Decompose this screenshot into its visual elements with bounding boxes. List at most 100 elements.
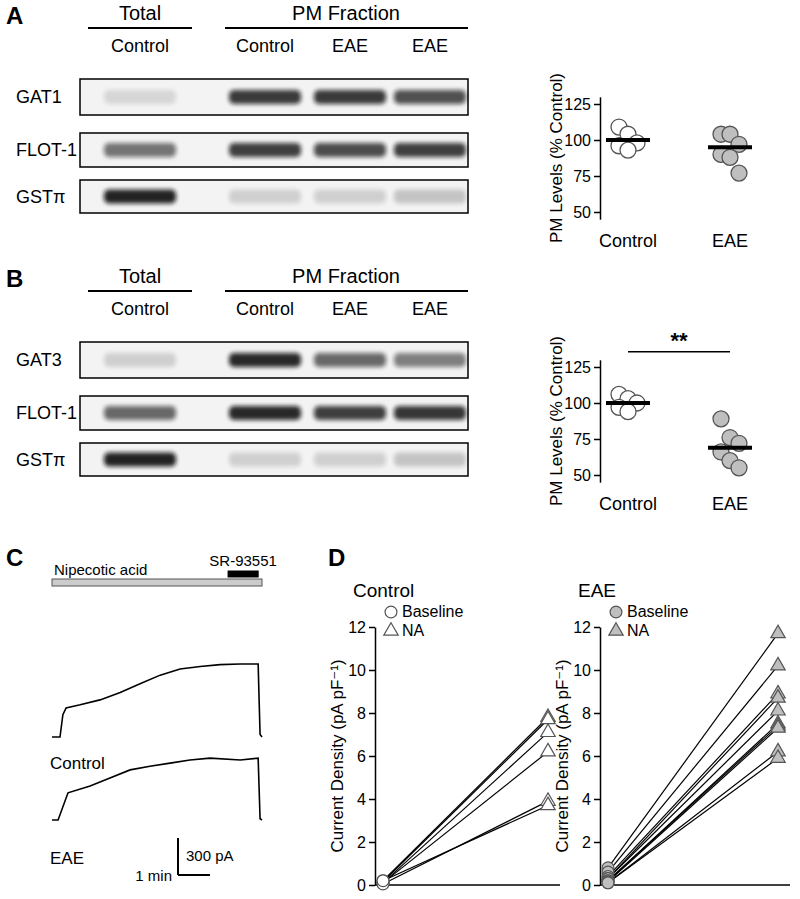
blot-band — [104, 453, 176, 467]
y-tick: 50 — [573, 467, 600, 484]
pair-line — [608, 666, 778, 872]
y-tick-label: 4 — [582, 791, 591, 808]
legend-label: Baseline — [402, 603, 463, 620]
y-tick-label: 125 — [564, 359, 591, 376]
y-tick-label: 2 — [582, 834, 591, 851]
legend-label: NA — [402, 622, 425, 639]
blot-band — [104, 143, 176, 157]
x-axis-line — [600, 884, 790, 886]
y-tick-label: 12 — [348, 619, 366, 636]
lane-label: Control — [111, 299, 169, 319]
trace-group — [52, 758, 262, 820]
y-tick-mark — [369, 670, 375, 672]
mean-bar — [606, 401, 650, 405]
x-tick-label: Control — [599, 231, 657, 251]
y-tick-label: 10 — [573, 662, 591, 679]
blot-box — [80, 396, 468, 430]
lane-label: EAE — [332, 299, 368, 319]
dot — [731, 165, 747, 181]
y-tick-mark — [369, 627, 375, 629]
y-tick-label: 10 — [348, 662, 366, 679]
y-tick: 125 — [564, 96, 600, 113]
y-tick: 12 — [573, 619, 600, 636]
mean-bar — [606, 138, 650, 142]
blot-band — [229, 353, 301, 367]
blot-band — [104, 90, 176, 104]
row-label: FLOT-1 — [16, 140, 77, 160]
blot-box — [80, 180, 468, 213]
blot-band — [314, 406, 386, 420]
x-axis-line — [375, 884, 560, 886]
pair-line — [383, 732, 548, 883]
blot-header: Total — [119, 265, 161, 287]
lane-label: EAE — [412, 36, 448, 56]
y-tick-label: 12 — [573, 619, 591, 636]
blot-header: Total — [119, 2, 161, 24]
blot-band — [104, 353, 176, 367]
trace-label: EAE — [50, 849, 84, 868]
pair-line — [608, 758, 778, 883]
y-tick: 100 — [564, 132, 600, 149]
lane-label: EAE — [332, 36, 368, 56]
y-tick: 50 — [573, 204, 600, 221]
panel-label: C — [6, 544, 23, 571]
y-tick-mark — [594, 799, 600, 801]
panel-label: D — [328, 544, 345, 571]
y-tick-label: 6 — [357, 748, 366, 765]
pair-line — [608, 726, 778, 881]
y-axis-title: PM Levels (% Control) — [547, 336, 566, 506]
y-tick-mark — [594, 475, 600, 477]
row-label: GAT3 — [16, 350, 62, 370]
row-label: GSTπ — [16, 187, 65, 207]
y-tick-mark — [594, 713, 600, 715]
blot-band — [394, 406, 466, 420]
trace-group — [52, 664, 262, 737]
blot-header-rule — [88, 27, 192, 29]
x-tick-label: EAE — [712, 231, 748, 251]
blot-band — [394, 143, 466, 157]
y-tick-mark — [594, 670, 600, 672]
blot-box — [80, 79, 468, 115]
stimulus-bar — [52, 579, 262, 586]
y-tick-mark — [594, 140, 600, 142]
mean-bar — [708, 145, 752, 149]
marks — [377, 709, 555, 890]
blot-band — [394, 453, 466, 467]
y-tick: 2 — [582, 834, 600, 851]
marks — [602, 625, 785, 889]
y-tick: 10 — [573, 662, 600, 679]
dot — [731, 460, 747, 476]
trace-label: Control — [50, 754, 105, 773]
annotation: ** — [670, 328, 688, 353]
y-tick-mark — [369, 756, 375, 758]
y-tick: 125 — [564, 359, 600, 376]
pair-line — [608, 724, 778, 881]
x-tick-label: EAE — [712, 494, 748, 514]
dot-chart: 5075100125PM Levels (% Control)ControlEA… — [547, 328, 752, 514]
y-axis: 5075100125 — [564, 96, 600, 221]
y-axis-title: PM Levels (% Control) — [547, 73, 566, 243]
blot-header-rule — [88, 290, 192, 292]
blot-box — [80, 342, 468, 378]
current-trace — [52, 664, 262, 737]
y-tick-mark — [369, 842, 375, 844]
y-tick: 0 — [357, 877, 375, 894]
y-tick: 12 — [348, 619, 375, 636]
marks — [606, 119, 752, 181]
y-tick: 100 — [564, 395, 600, 412]
point — [602, 877, 614, 889]
paired-chart: Control024681012Current Density (pA pF⁻¹… — [328, 580, 560, 894]
blot-box — [80, 443, 468, 476]
point — [771, 720, 785, 732]
y-tick-label: 8 — [357, 705, 366, 722]
pair-line — [383, 717, 548, 880]
stimulus-label: SR-93551 — [209, 552, 277, 569]
x-tick-label: Control — [599, 494, 657, 514]
y-tick-label: 2 — [357, 834, 366, 851]
y-tick-label: 100 — [564, 132, 591, 149]
row-label: FLOT-1 — [16, 403, 77, 423]
chart-title: Control — [353, 580, 414, 601]
y-tick-label: 6 — [582, 748, 591, 765]
legend-marker — [610, 606, 622, 618]
point — [602, 877, 614, 889]
